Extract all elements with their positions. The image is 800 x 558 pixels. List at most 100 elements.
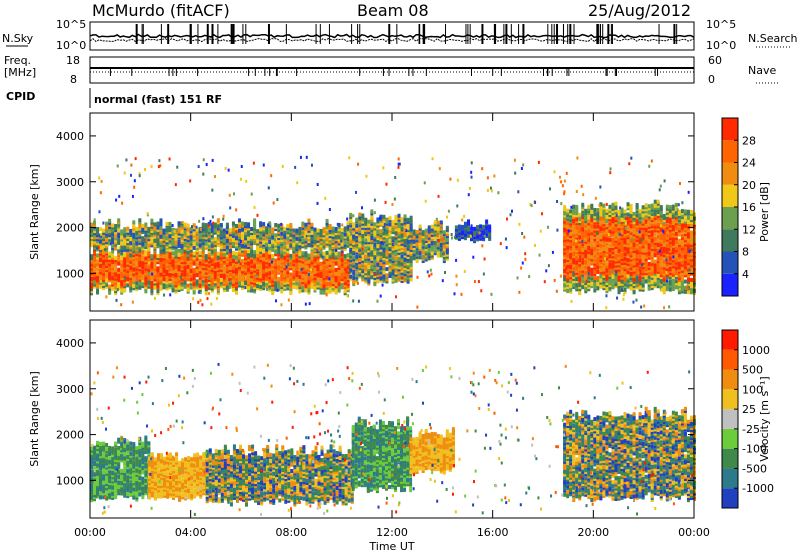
echo-cell <box>307 225 310 229</box>
echo-cell <box>391 236 394 240</box>
echo-cell <box>277 224 280 228</box>
echo-cell <box>651 253 654 257</box>
echo-cell <box>138 218 141 222</box>
echo-cell <box>443 230 446 234</box>
echo-cell <box>184 231 187 235</box>
echo-cell <box>596 276 599 280</box>
echo-cell <box>398 214 401 218</box>
echo-cell <box>593 212 596 216</box>
echo-cell <box>232 228 235 232</box>
echo-cell <box>190 277 193 281</box>
echo-cell <box>123 282 126 286</box>
echo-cell <box>425 229 428 233</box>
echo-cell <box>636 213 639 217</box>
echo-cell <box>332 274 335 278</box>
echo-cell <box>286 224 289 228</box>
echo-cell <box>190 286 193 290</box>
echo-cell <box>437 227 440 231</box>
echo-cell <box>132 233 135 237</box>
echo-cell <box>352 270 355 274</box>
freq-traces <box>90 68 694 76</box>
echo-cell <box>410 278 413 282</box>
echo-cell <box>373 268 376 272</box>
echo-cell <box>370 209 373 213</box>
echo-cell <box>223 265 226 269</box>
echo-cell <box>398 222 401 226</box>
echo-cell <box>132 220 135 224</box>
echo-cell <box>367 220 370 224</box>
echo-cell <box>355 273 358 277</box>
echo-cell <box>584 209 587 213</box>
echo-cell <box>196 263 199 267</box>
echo-cell <box>298 227 301 231</box>
echo-cell <box>271 275 274 279</box>
echo-cell <box>657 222 660 226</box>
echo-cell <box>639 275 642 279</box>
echo-cell <box>569 284 572 288</box>
echo-cell <box>247 249 250 253</box>
echo-cell <box>223 229 226 233</box>
power-echo-cells <box>90 156 696 309</box>
echo-cell <box>286 236 289 240</box>
echo-cell <box>666 234 669 238</box>
echo-cell <box>488 224 491 228</box>
echo-cell <box>611 203 614 207</box>
echo-cell <box>159 227 162 231</box>
echo-cell <box>675 203 678 207</box>
echo-cell <box>166 228 169 232</box>
echo-cell <box>473 227 476 231</box>
freq-top-tick: 18 <box>66 54 80 67</box>
echo-cell <box>187 224 190 228</box>
echo-cell <box>162 277 165 281</box>
echo-cell <box>395 215 398 219</box>
echo-cell <box>355 224 358 228</box>
echo-cell <box>410 216 413 220</box>
echo-cell <box>581 279 584 283</box>
echo-cell <box>313 228 316 232</box>
echo-cell <box>292 228 295 232</box>
echo-cell <box>627 227 630 231</box>
echo-cell <box>193 251 196 255</box>
echo-cell <box>283 260 286 264</box>
echo-cell <box>401 267 404 271</box>
echo-cell <box>162 229 165 233</box>
echo-cell <box>295 245 298 249</box>
echo-cell <box>572 234 575 238</box>
echo-cell <box>422 230 425 234</box>
echo-cell <box>385 273 388 277</box>
echo-cell <box>596 208 599 212</box>
echo-cell <box>358 244 361 248</box>
echo-cell <box>361 240 364 244</box>
echo-cell <box>332 226 335 230</box>
echo-cell <box>355 218 358 222</box>
echo-cell <box>566 221 569 225</box>
echo-cell <box>205 254 208 258</box>
echo-cell <box>307 219 310 223</box>
echo-cell <box>147 227 150 231</box>
echo-cell <box>292 273 295 277</box>
echo-cell <box>675 246 678 250</box>
echo-cell <box>476 225 479 229</box>
echo-cell <box>627 258 630 262</box>
echo-cell <box>310 275 313 279</box>
nave-bottom-tick: 0 <box>708 73 715 86</box>
echo-cell <box>141 236 144 240</box>
echo-cell <box>639 209 642 213</box>
echo-cell <box>566 275 569 279</box>
echo-cell <box>663 259 666 263</box>
echo-cell <box>482 225 485 229</box>
echo-cell <box>126 283 129 287</box>
echo-cell <box>437 252 440 256</box>
echo-cell <box>247 222 250 226</box>
echo-cell <box>581 213 584 217</box>
echo-cell <box>593 276 596 280</box>
freq-bottom-tick: 8 <box>70 73 77 86</box>
echo-cell <box>283 233 286 237</box>
echo-cell <box>352 255 355 259</box>
echo-cell <box>256 266 259 270</box>
echo-cell <box>129 229 132 233</box>
echo-cell <box>349 236 352 240</box>
echo-cell <box>159 287 162 291</box>
echo-cell <box>437 221 440 225</box>
echo-cell <box>395 256 398 260</box>
